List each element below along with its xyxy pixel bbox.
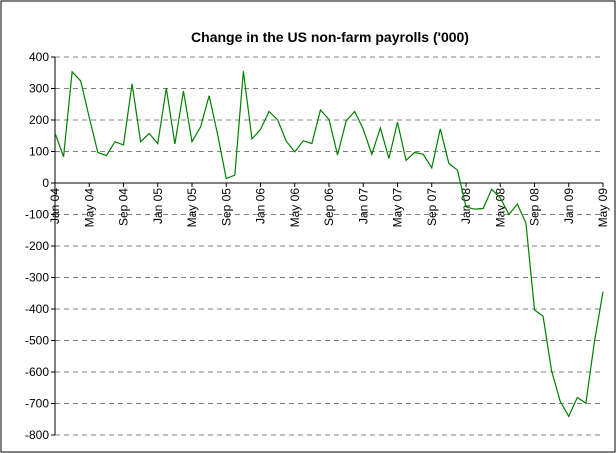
chart-title: Change in the US non-farm payrolls ('000… (191, 29, 469, 45)
x-tick-label: Sep 08 (528, 188, 542, 226)
x-tick-label: Jan 05 (151, 188, 165, 224)
y-tick-label: -600 (25, 365, 49, 379)
x-tick-label: May 06 (288, 188, 302, 228)
y-tick-label: 200 (29, 113, 49, 127)
y-tick-label: -300 (25, 271, 49, 285)
y-tick-label: -400 (25, 302, 49, 316)
x-tick-label: Jan 04 (48, 188, 62, 224)
y-tick-label: 100 (29, 145, 49, 159)
x-tick-label: May 04 (82, 188, 96, 228)
y-tick-label: -800 (25, 428, 49, 442)
x-tick-label: Sep 05 (219, 188, 233, 226)
y-tick-label: 0 (42, 176, 49, 190)
y-tick-label: 300 (29, 82, 49, 96)
y-tick-label: 400 (29, 50, 49, 64)
y-tick-label: -500 (25, 334, 49, 348)
x-tick-label: Jan 06 (254, 188, 268, 224)
x-tick-label: May 09 (596, 188, 610, 228)
x-tick-label: May 08 (493, 188, 507, 228)
x-tick-label: May 05 (185, 188, 199, 228)
x-tick-label: Jan 07 (356, 188, 370, 224)
y-tick-label: -100 (25, 208, 49, 222)
x-tick-label: Sep 07 (425, 188, 439, 226)
x-tick-label: May 07 (391, 188, 405, 228)
x-tick-label: Sep 04 (117, 188, 131, 226)
y-tick-label: -200 (25, 239, 49, 253)
x-tick-label: Sep 06 (322, 188, 336, 226)
x-tick-label: Jan 09 (562, 188, 576, 224)
line-series (54, 70, 604, 418)
y-tick-label: -700 (25, 397, 49, 411)
